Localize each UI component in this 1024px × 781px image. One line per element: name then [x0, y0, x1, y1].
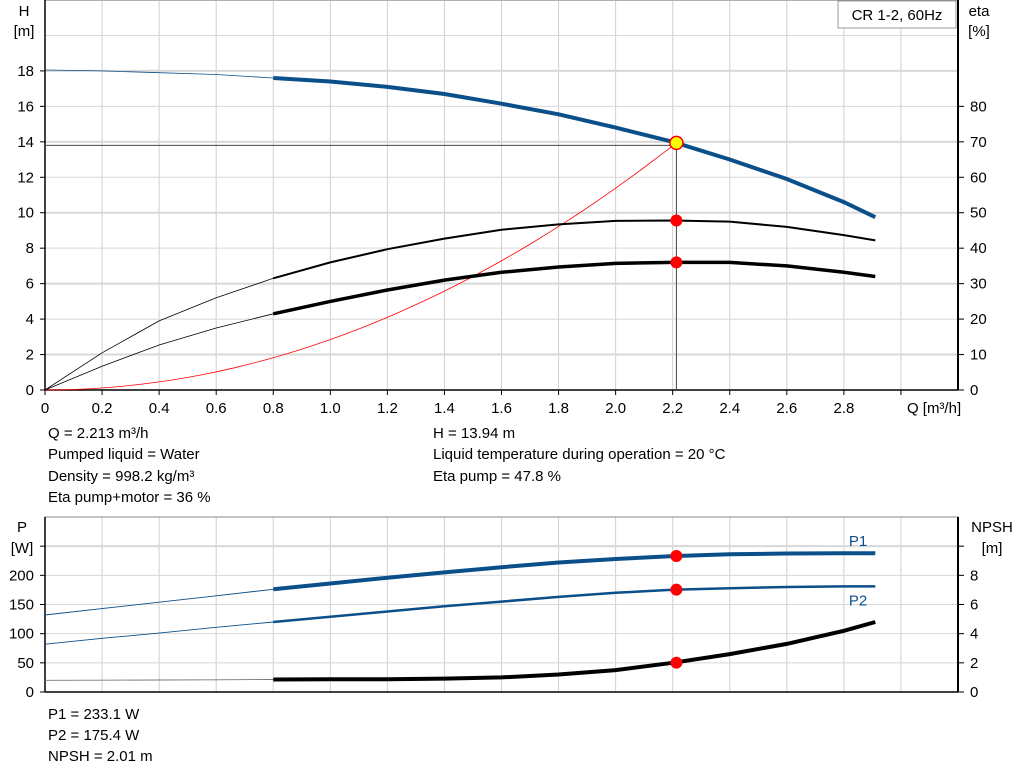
y-tick-label-right: 20	[970, 311, 987, 328]
x-tick-label: 0	[41, 400, 49, 417]
system-curve	[44, 142, 677, 391]
x-tick-label: 0.2	[92, 400, 113, 417]
y-axis-label-left-unit: [W]	[11, 540, 34, 557]
y-axis-label-left: P	[17, 519, 27, 536]
y-tick-label-left: 8	[26, 240, 34, 257]
info-eta-total: Eta pump+motor = 36 %	[48, 489, 211, 506]
x-tick-label: 2.4	[719, 400, 740, 417]
x-tick-label: 1.0	[320, 400, 341, 417]
y-tick-label-left: 0	[26, 684, 34, 701]
p2-curve-extrapolated	[44, 621, 274, 645]
x-tick-label: 0.6	[206, 400, 227, 417]
y-tick-label-left: 10	[17, 205, 34, 222]
y-tick-label-left: 0	[26, 382, 34, 399]
y-tick-label-right: 4	[970, 626, 978, 643]
x-tick-label: 1.6	[491, 400, 512, 417]
x-tick-label: 0.8	[263, 400, 284, 417]
info-density: Density = 998.2 kg/m³	[48, 468, 195, 485]
info-p2: P2 = 175.4 W	[48, 727, 140, 744]
info-temp: Liquid temperature during operation = 20…	[433, 446, 726, 463]
y-tick-label-left: 150	[9, 597, 34, 614]
y-axis-label-right-unit: [m]	[982, 540, 1003, 557]
duty-point-marker	[669, 135, 684, 151]
npsh-curve	[273, 620, 876, 682]
x-tick-label: 2.2	[662, 400, 683, 417]
eta-pump-duty-marker	[670, 214, 683, 227]
x-tick-label: 0.4	[149, 400, 170, 417]
info-q: Q = 2.213 m³/h	[48, 425, 149, 442]
head-curve	[273, 76, 877, 220]
info-eta-pump: Eta pump = 47.8 %	[433, 468, 561, 485]
x-tick-label: 2.6	[776, 400, 797, 417]
npsh-duty-marker	[670, 656, 683, 669]
y-tick-label-right: 6	[970, 597, 978, 614]
x-tick-label: 1.2	[377, 400, 398, 417]
x-tick-label: 1.8	[548, 400, 569, 417]
x-axis-label: Q [m³/h]	[907, 400, 961, 417]
info-h: H = 13.94 m	[433, 425, 516, 442]
eta-pump-motor-curve-extrapolated	[44, 313, 274, 391]
y-axis-label-left-unit: [m]	[14, 23, 35, 40]
info-npsh: NPSH = 2.01 m	[48, 748, 153, 765]
p2-series-label: P2	[849, 592, 867, 609]
chart-title: CR 1-2, 60Hz	[852, 7, 943, 24]
title-box	[837, 0, 957, 29]
y-tick-label-left: 4	[26, 311, 34, 328]
p1-curve	[273, 551, 876, 592]
eta-pump-motor-duty-marker	[670, 256, 683, 269]
y-axis-label-left: H	[19, 3, 30, 20]
y-tick-label-left: 14	[17, 134, 34, 151]
y-tick-label-left: 6	[26, 276, 34, 293]
p1-curve-extrapolated	[44, 588, 274, 616]
y-tick-label-left: 2	[26, 347, 34, 364]
y-tick-label-left: 12	[17, 169, 34, 186]
y-axis-label-right-unit: [%]	[968, 23, 990, 40]
y-tick-label-right: 80	[970, 98, 987, 115]
y-axis-label-right: NPSH	[971, 519, 1013, 536]
y-tick-label-right: 0	[970, 382, 978, 399]
p1-series-label: P1	[849, 533, 867, 550]
y-tick-label-left: 50	[17, 655, 34, 672]
y-tick-label-left: 16	[17, 98, 34, 115]
p2-duty-marker	[670, 583, 683, 596]
y-tick-label-right: 8	[970, 567, 978, 584]
x-tick-label: 2.0	[605, 400, 626, 417]
info-p1: P1 = 233.1 W	[48, 706, 140, 723]
y-tick-label-right: 70	[970, 134, 987, 151]
y-tick-label-left: 100	[9, 626, 34, 643]
info-liquid: Pumped liquid = Water	[48, 446, 200, 463]
y-tick-label-right: 30	[970, 276, 987, 293]
x-tick-label: 2.8	[833, 400, 854, 417]
npsh-curve-extrapolated	[44, 679, 274, 681]
eta-pump-curve	[273, 219, 876, 280]
y-tick-label-right: 40	[970, 240, 987, 257]
x-tick-label: 1.4	[434, 400, 455, 417]
p1-duty-marker	[670, 550, 683, 563]
y-tick-label-right: 0	[970, 684, 978, 701]
y-tick-label-left: 200	[9, 567, 34, 584]
y-tick-label-right: 10	[970, 347, 987, 364]
y-tick-label-right: 50	[970, 205, 987, 222]
y-tick-label-right: 60	[970, 169, 987, 186]
head-curve-extrapolated	[44, 69, 274, 79]
y-tick-label-left: 18	[17, 63, 34, 80]
y-axis-label-right: eta	[969, 3, 991, 20]
y-tick-label-right: 2	[970, 655, 978, 672]
p2-curve	[273, 585, 876, 624]
eta-pump-curve-extrapolated	[44, 277, 274, 391]
eta-pump-motor-curve	[272, 260, 876, 316]
